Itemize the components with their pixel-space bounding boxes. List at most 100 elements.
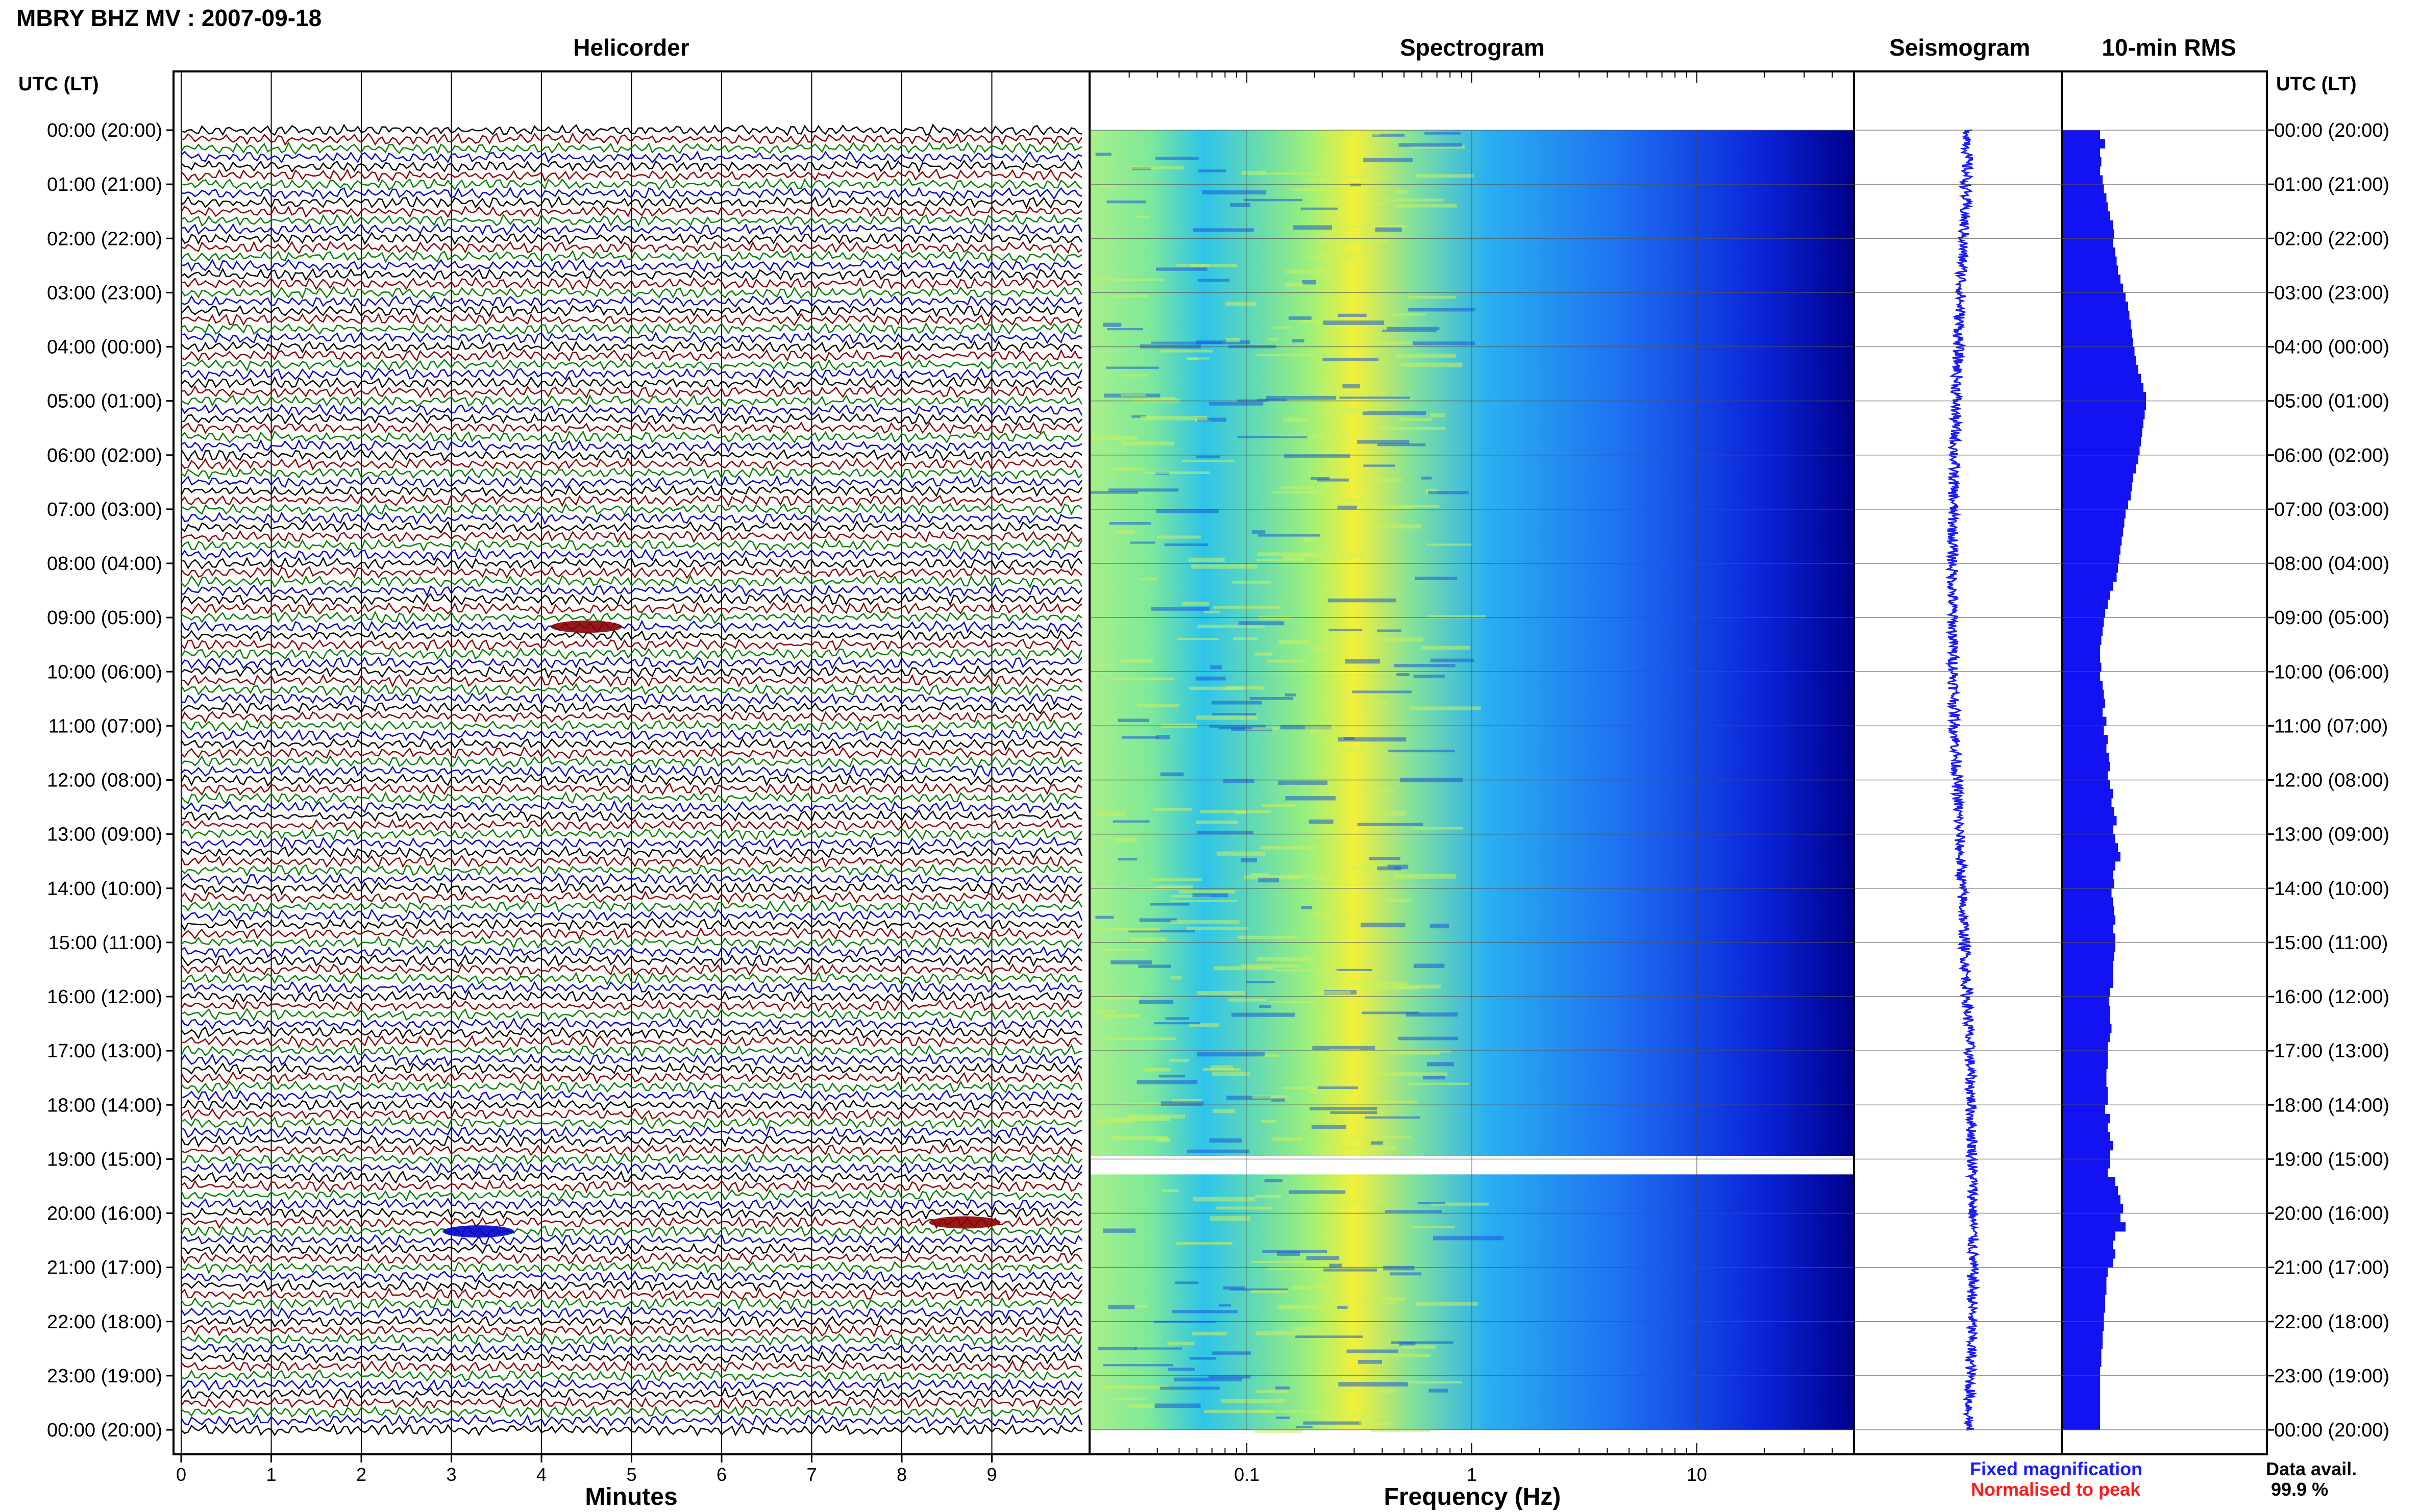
spectrogram-streak: [1098, 1010, 1115, 1013]
spectrogram-streak: [1154, 1022, 1200, 1025]
data-availability-value: 99.9 %: [2271, 1479, 2329, 1500]
spectrogram-streak: [1377, 629, 1402, 632]
minute-tick-label: 7: [806, 1464, 817, 1485]
spectrogram-streak: [1323, 1268, 1377, 1272]
spectrogram-streak: [1415, 174, 1474, 178]
spectrogram-streak: [1270, 1001, 1316, 1004]
time-tick-label-left: 10:00 (06:00): [47, 661, 162, 683]
spectrogram-streak: [1319, 391, 1387, 395]
spectrogram-panel: [1089, 70, 1855, 1455]
spectrogram-streak: [1187, 357, 1210, 360]
rms-bar: [2062, 220, 2113, 230]
spectrogram-streak: [1186, 926, 1249, 930]
helicorder-trace: [181, 764, 1082, 778]
helicorder-trace: [181, 1323, 1082, 1338]
spectrogram-streak: [1336, 969, 1372, 971]
spectrogram-streak: [1231, 1012, 1295, 1017]
spectrogram-streak: [1096, 664, 1114, 666]
spectrogram-streak: [1257, 1054, 1279, 1057]
rms-bar: [2062, 906, 2114, 916]
rms-bar: [2062, 798, 2112, 808]
spectrogram-streak: [1256, 559, 1307, 562]
spectrogram-streak: [1361, 1302, 1398, 1304]
spectrogram-streak: [1288, 316, 1312, 320]
spectrogram-streak: [1368, 505, 1440, 508]
spectrogram-streak: [1226, 338, 1240, 342]
spectrogram-streak: [1138, 964, 1171, 968]
time-tick-label-left: 02:00 (22:00): [47, 228, 162, 250]
helicorder-trace: [181, 267, 1082, 282]
spectrogram-streak: [1158, 1075, 1186, 1078]
helicorder-trace: [181, 583, 1082, 598]
time-tick-label-right: 20:00 (16:00): [2274, 1203, 2389, 1225]
spectrogram-streak: [1121, 658, 1153, 663]
helicorder-trace: [181, 304, 1083, 318]
minute-tick-label: 1: [266, 1464, 276, 1485]
spectrogram-streak: [1275, 1386, 1290, 1390]
spectrogram-streak: [1211, 1065, 1233, 1070]
helicorder-trace: [181, 890, 1082, 905]
spectrogram-streak: [1313, 877, 1337, 880]
rms-bar: [2062, 987, 2110, 997]
rms-bar: [2062, 509, 2126, 519]
spectrogram-streak: [1398, 143, 1462, 147]
left-axis-header: UTC (LT): [18, 73, 99, 95]
spectrogram-streak: [1408, 308, 1475, 312]
time-tick-label-right: 13:00 (09:00): [2274, 824, 2389, 846]
helicorder-trace: [180, 647, 1083, 661]
rms-bar: [2062, 1195, 2120, 1205]
spectrogram-streak: [1318, 1086, 1358, 1089]
helicorder-trace: [181, 123, 1082, 137]
spectrogram-streak: [1097, 1119, 1135, 1123]
spectrogram-streak: [1154, 1321, 1217, 1323]
spectrogram-streak: [1113, 820, 1150, 823]
rms-bar: [2062, 572, 2117, 582]
spectrogram-streak: [1377, 866, 1402, 871]
spectrogram-streak: [1268, 338, 1279, 341]
spectrogram-streak: [1159, 1386, 1220, 1390]
spectrogram-streak: [1415, 1302, 1478, 1306]
spectrogram-streak: [1323, 320, 1385, 325]
helicorder-trace: [181, 186, 1082, 200]
spectrogram-streak: [1262, 1250, 1327, 1253]
helicorder-trace: [181, 240, 1082, 255]
helicorder-trace: [181, 1233, 1082, 1247]
helicorder-trace: [181, 1270, 1083, 1283]
spectrogram-streak: [1267, 659, 1306, 663]
helicorder-title: Helicorder: [573, 34, 689, 61]
spectrogram-streak: [1428, 615, 1486, 618]
rms-bar: [2062, 852, 2120, 862]
helicorder-trace: [181, 873, 1083, 886]
helicorder-trace: [181, 719, 1082, 733]
spectrogram-streak: [1289, 1190, 1346, 1194]
rms-frame: [2061, 70, 2268, 1455]
spectrogram-streak: [1160, 350, 1213, 353]
rms-bar: [2062, 689, 2104, 699]
page-title: MBRY BHZ MV : 2007-09-18: [16, 5, 322, 31]
helicorder-trace: [180, 619, 1083, 634]
rms-bar: [2062, 419, 2143, 429]
spectrogram-streak: [1400, 362, 1463, 367]
rms-bar: [2062, 969, 2113, 979]
helicorder-trace: [180, 918, 1082, 931]
rms-bar: [2062, 1384, 2100, 1394]
spectrogram-streak: [1376, 1100, 1418, 1103]
helicorder-trace: [181, 322, 1082, 336]
time-tick-label-left: 13:00 (09:00): [47, 824, 162, 846]
spectrogram-streak: [1241, 170, 1266, 175]
helicorder-trace: [181, 277, 1082, 291]
spectrogram-streak: [1392, 313, 1426, 316]
spectrogram-streak: [1318, 239, 1389, 243]
spectrogram-streak: [1332, 175, 1388, 178]
rms-bar: [2062, 482, 2132, 492]
time-tick-label-left: 11:00 (07:00): [48, 715, 162, 737]
rms-bar: [2062, 319, 2131, 329]
rms-bar: [2062, 500, 2128, 510]
rms-bar: [2062, 1276, 2107, 1286]
helicorder-trace: [181, 312, 1083, 327]
spectrogram-streak: [1256, 957, 1315, 961]
rms-bar: [2062, 608, 2105, 618]
helicorder-trace: [181, 222, 1083, 236]
